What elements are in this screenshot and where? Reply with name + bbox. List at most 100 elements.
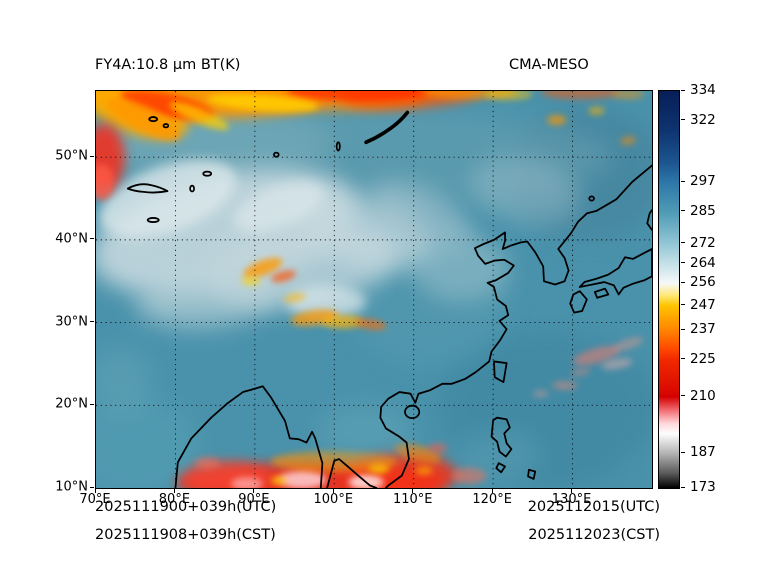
colorbar-tick-label: 187 <box>690 444 716 461</box>
x-tick-label: 80°E <box>158 492 191 507</box>
coastlines <box>126 110 652 488</box>
x-tick-label: 130°E <box>551 492 592 507</box>
plot-title: FY4A:10.8 μm BT(K) <box>95 57 241 73</box>
coastline-honshu <box>578 248 652 296</box>
colorbar-tick-label: 264 <box>690 254 716 271</box>
colorbar-tick-label: 297 <box>690 173 716 190</box>
bt-cloud-region <box>461 430 541 480</box>
colorbar-gradient <box>659 91 679 488</box>
x-tick-label: 70°E <box>79 492 111 507</box>
bt-cloud-region <box>469 156 580 225</box>
bt-cloud-region <box>415 466 433 475</box>
x-tick-mark <box>253 488 255 493</box>
colorbar-tick-label: 322 <box>690 111 716 128</box>
colorbar-tick-label: 225 <box>690 350 716 367</box>
bt-cloud-region <box>394 443 441 464</box>
coastline-shikoku <box>593 287 610 299</box>
bt-cloud-region <box>231 477 263 488</box>
x-tick-label: 110°E <box>392 492 433 507</box>
coastline-luzon <box>490 416 513 458</box>
lake-khovsgol <box>335 141 341 152</box>
lake-issyk-kul <box>146 217 160 224</box>
bt-cloud-region <box>485 91 533 101</box>
colorbar-tick-mark <box>680 89 685 91</box>
y-tick-label: 50°N <box>55 148 88 164</box>
colorbar-tick-label: 247 <box>690 296 716 313</box>
bt-cloud-region <box>270 476 287 485</box>
colorbar-tick-label: 285 <box>690 202 716 219</box>
coastline-vietnam-china-korea-russia <box>379 164 652 488</box>
colorbar-tick-mark <box>680 180 685 182</box>
lake-alakol <box>189 184 195 193</box>
colorbar-tick-label: 334 <box>690 82 716 98</box>
colorbar-tick-mark <box>680 242 685 244</box>
bt-cloud-region <box>233 180 324 233</box>
colorbar-tick-mark <box>680 281 685 283</box>
bt-cloud-region <box>318 405 414 455</box>
bt-cloud-region <box>551 381 578 390</box>
y-tick-mark <box>90 486 94 488</box>
bt-cloud-region <box>194 457 220 469</box>
x-tick-mark <box>332 488 334 493</box>
bt-cloud-region <box>370 181 474 249</box>
footer-valid-cst: 2025112023(CST) <box>528 527 660 543</box>
coastline-kyushu <box>569 290 588 314</box>
bt-cloud-region <box>107 98 181 140</box>
x-tick-mark <box>571 488 573 493</box>
coastline-taiwan <box>493 360 508 384</box>
model-label: CMA-MESO <box>509 57 589 73</box>
x-tick-label: 90°E <box>238 492 270 507</box>
colorbar-tick-mark <box>680 451 685 453</box>
bt-cloud-region <box>278 470 327 488</box>
bt-cloud-region <box>540 91 621 100</box>
lake-khanka <box>588 195 595 202</box>
bt-cloud-region <box>283 293 306 303</box>
bt-cloud-region <box>601 358 633 370</box>
y-tick-mark <box>90 155 94 157</box>
colorbar-tick-mark <box>680 210 685 212</box>
lake-small-west <box>162 123 170 129</box>
footer-init-utc: 2025111900+039h(UTC) <box>95 499 277 515</box>
colorbar-tick-mark <box>680 358 685 360</box>
y-tick-mark <box>90 321 94 323</box>
bt-cloud-region <box>620 136 637 145</box>
coastline-hokkaido <box>646 209 652 231</box>
x-tick-mark <box>412 488 414 493</box>
cloud-field <box>96 91 652 488</box>
bt-cloud-region <box>428 443 448 454</box>
colorbar-tick-mark <box>680 486 685 488</box>
bt-cloud-region <box>271 270 296 283</box>
bt-cloud-region <box>532 390 549 398</box>
colorbar-tick-label: 237 <box>690 321 716 338</box>
y-tick-mark <box>90 403 94 405</box>
x-tick-label: 100°E <box>313 492 354 507</box>
map-frame <box>95 90 653 489</box>
bt-cloud-region <box>96 397 200 488</box>
coastline-mindoro <box>495 462 506 474</box>
bt-cloud-region <box>286 91 430 101</box>
bt-cloud-region <box>286 285 367 319</box>
colorbar-tick-label: 173 <box>690 479 716 495</box>
bt-cloud-region <box>612 337 644 352</box>
bt-cloud-region <box>571 368 590 376</box>
colorbar-tick-label: 210 <box>690 387 716 404</box>
bt-cloud-region <box>588 106 605 115</box>
bt-cloud-region <box>321 315 363 329</box>
bt-cloud-region <box>241 277 261 286</box>
colorbar-tick-label: 272 <box>690 234 716 251</box>
lake-chany <box>148 116 159 123</box>
colorbar-tick-mark <box>680 119 685 121</box>
x-tick-label: 120°E <box>472 492 512 507</box>
footer-valid-utc: 2025112015(UTC) <box>527 499 660 515</box>
bt-cloud-region <box>573 346 620 366</box>
colorbar-tick-label: 256 <box>690 274 716 291</box>
bt-cloud-region <box>547 114 567 125</box>
x-tick-mark <box>173 488 175 493</box>
colorbar-tick-mark <box>680 395 685 397</box>
x-tick-mark <box>491 488 493 493</box>
y-tick-label: 20°N <box>55 396 88 412</box>
footer-init-cst: 2025111908+039h(CST) <box>95 527 276 543</box>
colorbar-tick-mark <box>680 328 685 330</box>
grid-lines <box>96 91 652 488</box>
y-tick-mark <box>90 238 94 240</box>
